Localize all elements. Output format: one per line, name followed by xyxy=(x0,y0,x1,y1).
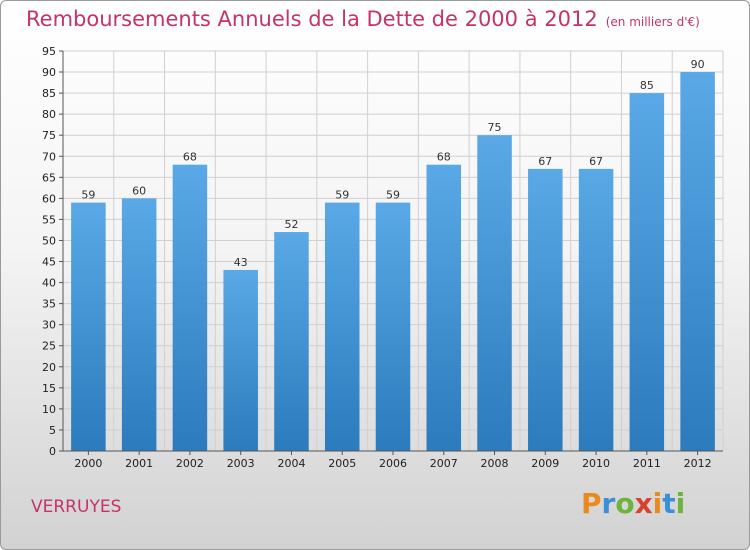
x-tick-label: 2001 xyxy=(125,457,153,470)
bar xyxy=(375,202,411,451)
x-tick-label: 2008 xyxy=(481,457,509,470)
logo-letter: o xyxy=(615,487,635,520)
bar xyxy=(578,168,614,452)
bar-value-label: 52 xyxy=(284,218,298,231)
bar xyxy=(629,93,665,452)
bar xyxy=(121,198,157,451)
x-tick-label: 2006 xyxy=(379,457,407,470)
bar xyxy=(274,232,309,451)
logo-letter: P xyxy=(581,487,602,520)
commune-name: VERRUYES xyxy=(31,497,122,517)
bar xyxy=(528,168,563,452)
bar-value-label: 59 xyxy=(386,189,400,202)
x-tick-label: 2011 xyxy=(633,457,661,470)
x-tick-label: 2002 xyxy=(176,457,204,470)
x-tick-label: 2012 xyxy=(684,457,712,470)
x-tick-label: 2009 xyxy=(531,457,559,470)
y-tick-label: 10 xyxy=(42,403,56,416)
chart-title: Remboursements Annuels de la Dette de 20… xyxy=(26,7,700,31)
y-tick-label: 70 xyxy=(42,150,56,163)
y-tick-label: 0 xyxy=(49,445,56,458)
bar-value-label: 75 xyxy=(488,121,502,134)
bar xyxy=(71,202,106,451)
bar xyxy=(680,72,715,451)
logo-letter: r xyxy=(601,487,616,520)
x-tick-label: 2007 xyxy=(430,457,458,470)
proxiti-logo[interactable]: Proxiti xyxy=(581,487,685,520)
y-tick-label: 5 xyxy=(49,424,56,437)
bar-value-label: 85 xyxy=(640,79,654,92)
bar xyxy=(426,164,462,451)
logo-letter: t xyxy=(662,487,676,520)
logo-letter: i xyxy=(675,487,686,520)
y-tick-label: 60 xyxy=(42,192,56,205)
y-tick-label: 30 xyxy=(42,319,56,332)
y-tick-label: 65 xyxy=(42,171,56,184)
bar-value-label: 67 xyxy=(538,155,552,168)
y-tick-label: 80 xyxy=(42,108,56,121)
y-tick-label: 40 xyxy=(42,277,56,290)
logo-letter: i xyxy=(652,487,663,520)
x-axis: 2000 2001 2002 2003 2004 2005 2006 2007 2008 2009… xyxy=(63,450,723,470)
bar xyxy=(172,164,208,451)
y-tick-label: 75 xyxy=(42,129,56,142)
x-tick-label: 2003 xyxy=(227,457,255,470)
logo-letter: x xyxy=(634,487,653,520)
y-tick-label: 85 xyxy=(42,87,56,100)
bar-value-label: 68 xyxy=(437,151,451,164)
x-tick-label: 2004 xyxy=(277,457,305,470)
bar-value-label: 90 xyxy=(691,58,705,71)
y-tick-label: 55 xyxy=(42,213,56,226)
bar-value-label: 68 xyxy=(183,151,197,164)
bar-value-label: 43 xyxy=(234,256,248,269)
y-tick-label: 25 xyxy=(42,340,56,353)
bar-value-label: 59 xyxy=(335,189,349,202)
bar-value-label: 59 xyxy=(81,189,95,202)
title-text: Remboursements Annuels de la Dette de 20… xyxy=(26,7,598,31)
x-tick-label: 2010 xyxy=(582,457,610,470)
x-tick-label: 2005 xyxy=(328,457,356,470)
bar xyxy=(324,202,360,451)
y-tick-label: 35 xyxy=(42,298,56,311)
y-tick-label: 45 xyxy=(42,256,56,269)
x-tick-label: 2000 xyxy=(74,457,102,470)
y-tick-label: 15 xyxy=(42,382,56,395)
y-tick-label: 95 xyxy=(42,45,56,58)
y-tick-label: 90 xyxy=(42,66,56,79)
y-axis: 0 5 10 15 20 25 30 35 40 45 50 55 60 65 70 75 80 85 90 95 xyxy=(42,45,64,458)
bar-value-label: 60 xyxy=(132,184,146,197)
y-tick-label: 20 xyxy=(42,361,56,374)
bar xyxy=(223,269,258,451)
unit-label: (en milliers d'€) xyxy=(605,15,700,29)
bars: 59 60 68 43 52 59 59 68 75 67 67 85 90 xyxy=(71,58,715,452)
bar-value-label: 67 xyxy=(589,155,603,168)
bar xyxy=(477,135,512,452)
y-tick-label: 50 xyxy=(42,234,56,247)
